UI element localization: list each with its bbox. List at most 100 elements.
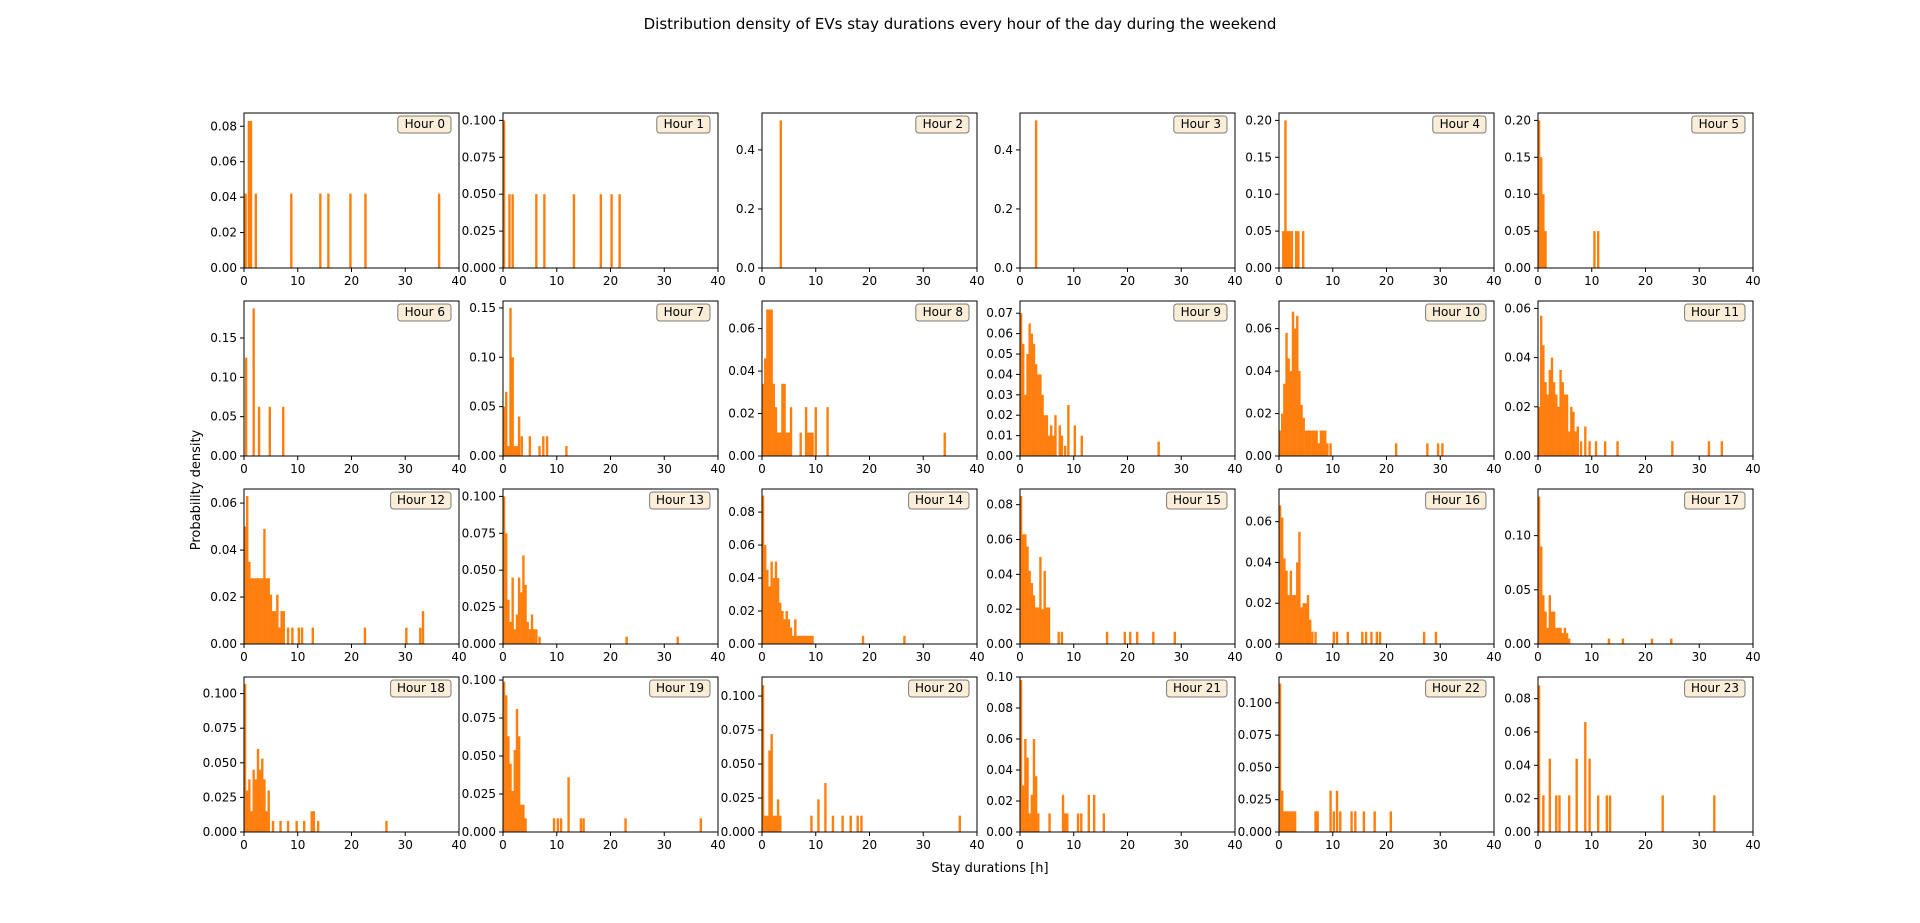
histogram-bar bbox=[1607, 638, 1611, 644]
axes-frame bbox=[1278, 676, 1495, 833]
x-tick-label: 10 bbox=[808, 650, 823, 664]
x-tick-label: 20 bbox=[862, 462, 877, 476]
x-tick-label: 0 bbox=[758, 650, 766, 664]
histogram-bar bbox=[1308, 430, 1312, 456]
y-tick-label: 0.00 bbox=[986, 825, 1013, 839]
x-tick-label: 0 bbox=[499, 274, 507, 288]
histogram-bar bbox=[1434, 631, 1438, 644]
histogram-bar bbox=[513, 629, 517, 644]
x-tick-label: 20 bbox=[1638, 650, 1653, 664]
panel-label-box bbox=[1173, 303, 1228, 322]
histogram-bar bbox=[783, 383, 786, 456]
panel-label-box bbox=[1425, 491, 1487, 510]
histogram-bar bbox=[807, 635, 810, 644]
histogram-bar bbox=[1032, 739, 1036, 832]
histogram-bar bbox=[1422, 631, 1426, 644]
y-tick-label: 0.04 bbox=[986, 567, 1013, 581]
panel-label-text: Hour 12 bbox=[397, 493, 445, 507]
y-tick-label: 0.02 bbox=[210, 226, 237, 240]
histogram-bar bbox=[1559, 369, 1562, 456]
histogram-bar bbox=[800, 635, 803, 644]
histogram-bar bbox=[282, 611, 285, 644]
histogram-bar bbox=[524, 584, 527, 644]
histogram-bar bbox=[1047, 435, 1051, 456]
y-tick-label: 0.00 bbox=[1504, 261, 1531, 275]
x-tick-label: 0 bbox=[1275, 462, 1283, 476]
histogram-bar bbox=[249, 120, 253, 268]
histogram-bar bbox=[1565, 633, 1569, 644]
histogram-bar bbox=[267, 578, 270, 644]
histogram-bar bbox=[809, 635, 812, 644]
histogram-bar bbox=[1295, 231, 1298, 268]
y-tick-label: 0.000 bbox=[203, 825, 237, 839]
histogram-bar bbox=[810, 815, 813, 832]
panel-hour-21: 0 10 20 30 40 0.00 0.02 0.04 0.06 0.08 0.10 Hour 21 bbox=[986, 670, 1242, 852]
histogram-bar bbox=[1283, 811, 1286, 832]
histogram-bar bbox=[1576, 426, 1579, 456]
histogram-bar bbox=[781, 383, 784, 456]
histogram-bar bbox=[1542, 345, 1545, 456]
histogram-bar bbox=[1375, 631, 1379, 644]
panel-hour-9: 0 10 20 30 40 0.00 0.01 0.02 0.03 0.04 0.05 0.06 0.0… bbox=[986, 300, 1243, 476]
histogram-bar bbox=[625, 636, 628, 644]
histogram-bar bbox=[1060, 631, 1064, 644]
panel-hour-10: 0 10 20 30 40 0.00 0.02 0.04 0.06 Hour 10 bbox=[1245, 300, 1502, 476]
histogram-bar bbox=[1548, 758, 1552, 832]
panel-label: Hour 18 bbox=[390, 679, 452, 698]
histogram-bar bbox=[1567, 795, 1571, 832]
histogram-bar bbox=[248, 561, 251, 644]
histogram-bar bbox=[1302, 417, 1305, 456]
y-tick-label: 0.06 bbox=[1504, 725, 1531, 739]
histogram-bar bbox=[1579, 441, 1583, 456]
y-tick-label: 0.04 bbox=[986, 367, 1013, 381]
histogram-bar bbox=[796, 635, 799, 644]
histogram-bar bbox=[1561, 633, 1564, 644]
histogram-bar bbox=[567, 777, 570, 832]
panel-label-box bbox=[1684, 679, 1746, 698]
x-tick-label: 40 bbox=[710, 838, 725, 852]
y-tick-label: 0.00 bbox=[1245, 637, 1272, 651]
y-tick-label: 0.10 bbox=[1504, 529, 1531, 543]
histogram-bar bbox=[817, 799, 820, 832]
y-tick-label: 0.000 bbox=[462, 637, 496, 651]
histogram-bar bbox=[799, 432, 802, 456]
histogram-bar bbox=[507, 599, 510, 644]
histogram-bar bbox=[787, 619, 791, 644]
y-tick-label: 0.10 bbox=[1245, 187, 1272, 201]
histogram-bar bbox=[526, 621, 529, 644]
x-tick-label: 10 bbox=[1325, 650, 1340, 664]
x-tick-label: 30 bbox=[657, 838, 672, 852]
histogram-bar bbox=[1426, 443, 1429, 456]
histogram-bar bbox=[421, 611, 425, 644]
histogram-bar bbox=[303, 820, 306, 832]
y-tick-label: 0.00 bbox=[210, 261, 237, 275]
histogram-bar bbox=[1552, 382, 1556, 456]
panel-label-box bbox=[908, 491, 970, 510]
histogram-bar bbox=[1293, 328, 1297, 456]
histogram-bar bbox=[791, 635, 795, 644]
histogram-bar bbox=[265, 578, 268, 644]
x-tick-label: 30 bbox=[1433, 462, 1448, 476]
y-tick-label: 0.04 bbox=[210, 190, 237, 204]
histogram-bar bbox=[517, 416, 521, 456]
panel-hour-4: 0 10 20 30 40 0.00 0.05 0.10 0.15 0.20 Hour 4 bbox=[1245, 112, 1502, 288]
histogram-bar bbox=[943, 432, 946, 456]
x-tick-label: 40 bbox=[1227, 462, 1242, 476]
histogram-bar bbox=[1034, 607, 1038, 644]
y-tick-label: 0.10 bbox=[469, 350, 496, 364]
x-tick-label: 30 bbox=[657, 462, 672, 476]
histogram-bar bbox=[246, 790, 249, 832]
panels-grid: 0 10 20 30 400.000.020.040.060.08 Hour 00 10 20… bbox=[203, 112, 1761, 852]
histogram-bar bbox=[1584, 426, 1587, 456]
y-tick-label: 0.00 bbox=[728, 449, 755, 463]
histogram-bar bbox=[776, 799, 780, 832]
axes-frame bbox=[502, 676, 719, 833]
y-tick-label: 0.05 bbox=[986, 347, 1013, 361]
y-tick-label: 0.06 bbox=[728, 322, 755, 336]
x-tick-label: 20 bbox=[1120, 838, 1135, 852]
histogram-bar bbox=[263, 528, 266, 644]
y-tick-label: 0.00 bbox=[210, 449, 237, 463]
y-tick-label: 0.2 bbox=[994, 202, 1013, 216]
histogram-bar bbox=[248, 779, 251, 832]
